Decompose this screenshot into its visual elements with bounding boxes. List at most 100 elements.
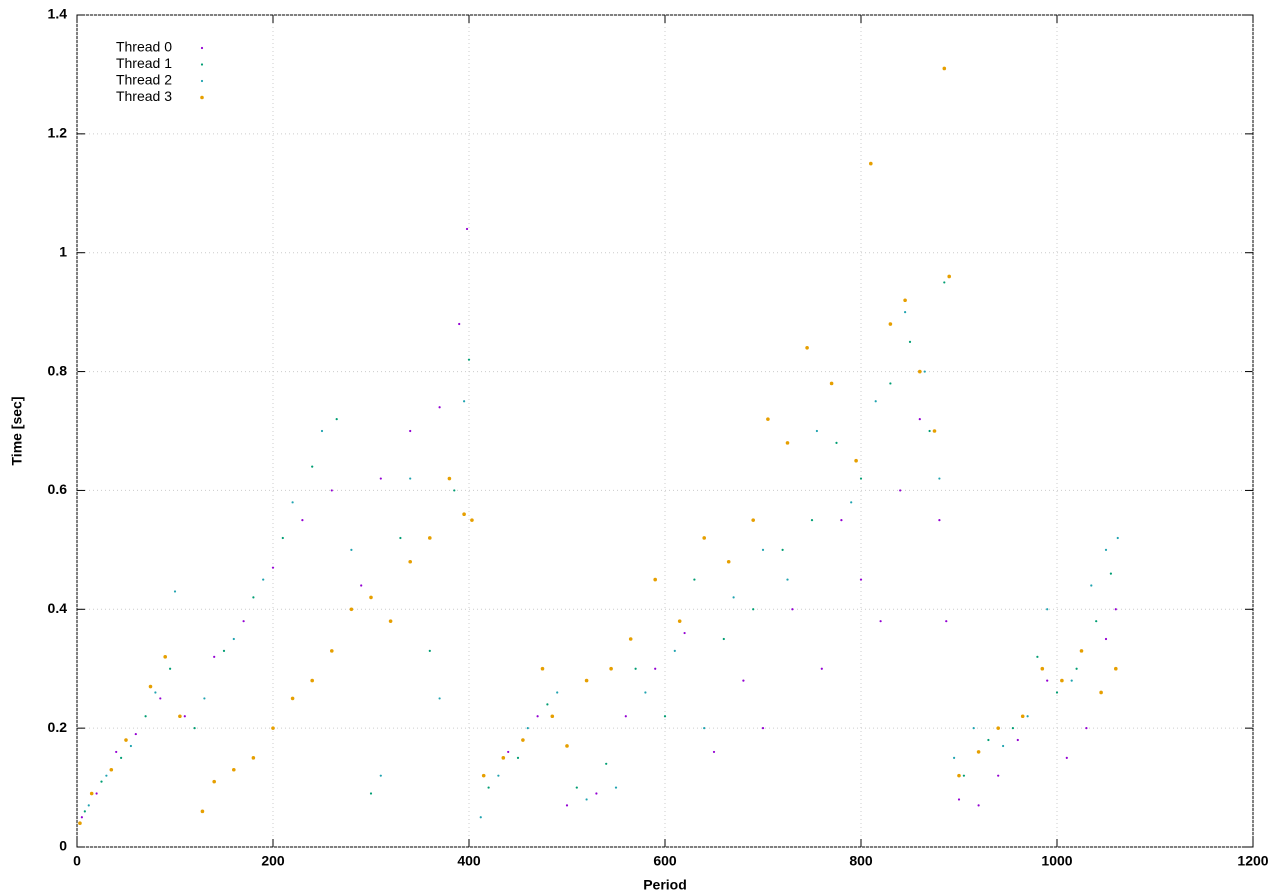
y-tick-label: 0.4 bbox=[48, 600, 68, 616]
data-point bbox=[1036, 655, 1039, 658]
data-point bbox=[408, 559, 413, 564]
data-point bbox=[487, 786, 490, 789]
data-point bbox=[785, 441, 790, 445]
data-point bbox=[95, 792, 98, 795]
data-point bbox=[840, 519, 843, 522]
data-point bbox=[447, 476, 452, 481]
data-point bbox=[124, 738, 128, 742]
data-point bbox=[957, 798, 961, 801]
data-point bbox=[609, 666, 613, 671]
data-point bbox=[815, 429, 819, 433]
data-point bbox=[550, 714, 555, 719]
y-tick-label: 1.2 bbox=[48, 125, 68, 141]
data-point bbox=[134, 732, 137, 736]
data-point bbox=[428, 649, 431, 652]
data-point bbox=[854, 458, 858, 463]
data-point bbox=[726, 559, 731, 564]
data-point bbox=[1104, 637, 1108, 641]
x-tick-label: 600 bbox=[653, 853, 677, 869]
data-point bbox=[458, 322, 461, 326]
data-point bbox=[595, 792, 598, 795]
data-point bbox=[200, 809, 205, 814]
data-point bbox=[369, 792, 373, 795]
data-point bbox=[428, 536, 432, 540]
data-point bbox=[584, 678, 589, 683]
data-point bbox=[330, 489, 333, 492]
data-point bbox=[271, 726, 275, 730]
data-point bbox=[163, 655, 167, 659]
y-tick-label: 0.6 bbox=[48, 481, 68, 497]
legend-label: Thread 2 bbox=[116, 72, 172, 88]
data-point bbox=[516, 756, 520, 759]
data-point bbox=[1060, 678, 1064, 683]
data-point bbox=[349, 607, 354, 612]
data-point bbox=[903, 298, 907, 303]
data-point bbox=[83, 810, 86, 813]
data-point bbox=[1016, 738, 1019, 742]
x-axis-label: Period bbox=[643, 877, 687, 893]
data-point bbox=[1075, 667, 1078, 670]
data-point bbox=[462, 512, 466, 516]
data-point bbox=[585, 798, 588, 801]
data-point bbox=[791, 608, 794, 611]
data-point bbox=[677, 619, 682, 623]
data-point bbox=[536, 715, 539, 718]
data-point bbox=[810, 519, 814, 522]
data-point bbox=[438, 406, 441, 409]
data-point bbox=[129, 744, 132, 748]
data-point bbox=[311, 465, 314, 468]
data-point bbox=[786, 578, 789, 581]
data-point bbox=[1114, 608, 1117, 611]
data-point bbox=[805, 346, 809, 350]
data-point bbox=[673, 649, 676, 652]
data-point bbox=[320, 429, 324, 433]
data-point bbox=[438, 697, 441, 700]
data-point bbox=[987, 738, 990, 742]
data-point bbox=[781, 548, 784, 551]
data-point bbox=[291, 501, 294, 504]
data-point bbox=[213, 655, 216, 658]
data-point bbox=[742, 679, 745, 682]
data-point bbox=[310, 678, 315, 683]
data-point bbox=[624, 715, 627, 718]
data-point bbox=[605, 762, 608, 765]
data-point bbox=[996, 726, 1000, 730]
x-tick-label: 800 bbox=[849, 853, 873, 869]
data-point bbox=[850, 501, 853, 504]
data-point bbox=[614, 786, 618, 789]
data-point bbox=[251, 756, 256, 760]
data-point bbox=[252, 596, 255, 599]
data-point bbox=[193, 727, 196, 730]
legend-label: Thread 3 bbox=[116, 88, 172, 104]
legend-marker bbox=[200, 63, 204, 66]
data-point bbox=[271, 566, 275, 569]
legend-label: Thread 1 bbox=[116, 55, 172, 71]
data-point bbox=[453, 489, 456, 492]
data-point bbox=[526, 727, 529, 730]
x-tick-label: 1200 bbox=[1237, 853, 1268, 869]
data-point bbox=[976, 750, 981, 754]
data-point bbox=[409, 429, 412, 433]
data-point bbox=[957, 773, 961, 778]
data-point bbox=[1109, 572, 1112, 575]
data-point bbox=[977, 804, 980, 807]
x-tick-label: 200 bbox=[261, 853, 285, 869]
data-point bbox=[908, 340, 912, 343]
data-point bbox=[693, 578, 696, 581]
data-point bbox=[972, 727, 975, 730]
data-point bbox=[644, 691, 647, 694]
y-tick-label: 0 bbox=[59, 838, 67, 854]
data-point bbox=[178, 714, 182, 719]
data-point bbox=[173, 590, 177, 593]
data-point bbox=[78, 821, 82, 826]
data-point bbox=[943, 281, 946, 284]
data-point bbox=[350, 548, 353, 551]
data-point bbox=[154, 691, 157, 694]
data-point bbox=[859, 477, 863, 480]
data-point bbox=[1065, 756, 1068, 759]
data-point bbox=[634, 667, 637, 670]
data-point bbox=[556, 691, 559, 694]
data-point bbox=[115, 750, 118, 754]
data-point bbox=[859, 578, 863, 581]
